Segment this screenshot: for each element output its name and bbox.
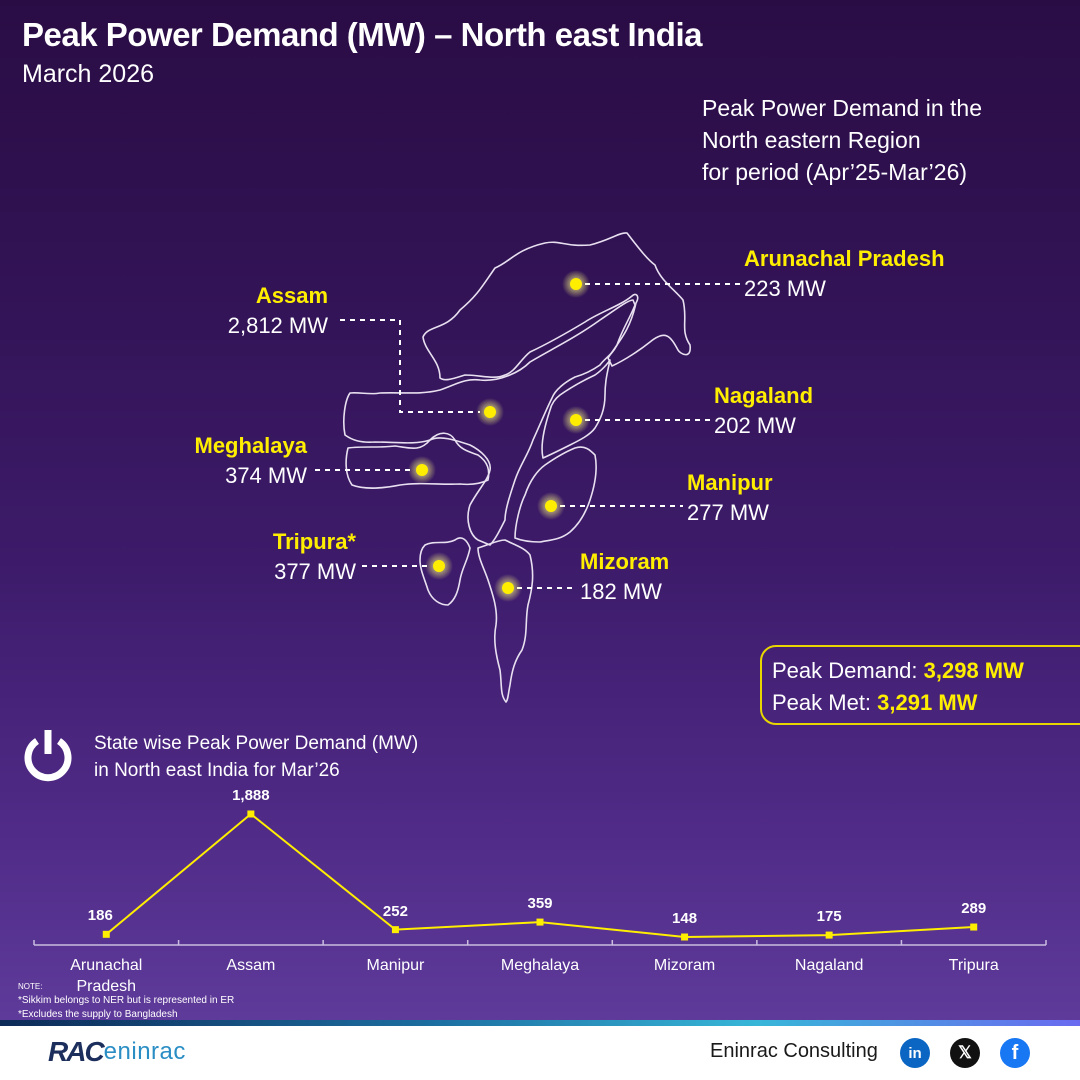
x-axis-label: Nagaland — [794, 957, 864, 974]
state-name: Nagaland — [714, 383, 814, 408]
tripura-outline — [419, 537, 471, 606]
state-value: 223 MW — [744, 276, 826, 301]
peak-demand-row: Peak Demand: 3,298 MW — [772, 655, 1080, 687]
marker-nagaland — [570, 414, 582, 426]
data-point — [247, 810, 255, 818]
notes-header: NOTE: — [18, 982, 43, 991]
note-item: *Sikkim belongs to NER but is represente… — [18, 995, 235, 1006]
state-label-meghalaya: Meghalaya 374 MW — [150, 431, 308, 491]
peak-demand-value: 3,298 MW — [923, 658, 1024, 683]
state-label-nagaland: Nagaland 202 MW — [714, 381, 813, 441]
data-point — [536, 918, 544, 926]
period-note-line: North eastern Region — [702, 127, 921, 153]
data-point — [681, 933, 689, 941]
logo-eninrac-text: eninrac — [103, 1038, 186, 1065]
data-value-label: 1,888 — [232, 787, 270, 804]
state-label-assam: Assam 2,812 MW — [180, 281, 328, 341]
infographic-canvas: Peak Power Demand (MW) – North east Indi… — [0, 0, 1080, 1020]
data-value-label: 252 — [382, 902, 408, 920]
chart-heading: State wise Peak Power Demand (MW) in Nor… — [94, 730, 418, 784]
mizoram-outline — [477, 539, 534, 703]
period-note-line: for period (Apr’25-Mar’26) — [702, 159, 968, 185]
marker-mizoram — [502, 582, 514, 594]
leader-assam — [340, 319, 480, 413]
marker-assam — [484, 406, 496, 418]
chart-heading-line: in North east India for Mar’26 — [94, 760, 340, 781]
assam-outline — [343, 299, 636, 546]
state-label-tripura: Tripura* 377 MW — [220, 527, 356, 587]
period-note-line: Peak Power Demand in the — [702, 95, 982, 121]
footer-stripe — [0, 1020, 1080, 1026]
data-value-label: 175 — [816, 908, 842, 926]
state-name: Mizoram — [580, 549, 670, 574]
state-name: Meghalaya — [194, 433, 308, 458]
state-label-manipur: Manipur 277 MW — [687, 468, 773, 528]
page-subtitle: March 2026 — [22, 60, 155, 88]
x-icon[interactable]: 𝕏 — [950, 1038, 980, 1068]
data-point — [825, 931, 833, 939]
nagaland-outline — [541, 359, 611, 459]
peak-summary-box: Peak Demand: 3,298 MW Peak Met: 3,291 MW — [760, 645, 1080, 725]
data-point — [102, 930, 110, 938]
map-markers — [408, 270, 590, 602]
state-value: 202 MW — [714, 413, 796, 438]
state-name: Assam — [255, 283, 328, 308]
state-name: Manipur — [687, 470, 773, 495]
state-value: 182 MW — [580, 579, 662, 604]
state-name: Tripura* — [272, 529, 356, 554]
data-value-label: 148 — [672, 910, 698, 927]
notes: NOTE: *Sikkim belongs to NER but is repr… — [18, 980, 234, 1020]
marker-manipur — [545, 500, 557, 512]
peak-met-value: 3,291 MW — [877, 690, 978, 715]
x-axis-label: Mizoram — [653, 957, 716, 974]
peak-met-row: Peak Met: 3,291 MW — [772, 687, 1080, 719]
power-icon — [24, 730, 72, 782]
data-value-label: 359 — [527, 895, 553, 913]
state-value: 2,812 MW — [227, 313, 328, 338]
manipur-outline — [514, 446, 597, 543]
data-point — [391, 926, 399, 934]
data-value-label: 186 — [87, 907, 113, 925]
chart-heading-line: State wise Peak Power Demand (MW) — [94, 733, 419, 754]
state-value: 377 MW — [274, 559, 356, 584]
data-value-label: 289 — [961, 900, 987, 918]
x-axis-label: Meghalaya — [500, 957, 580, 974]
x-axis-label: Arunachal Pradesh — [70, 957, 143, 995]
state-name: Arunachal Pradesh — [744, 246, 945, 271]
data-point — [970, 923, 978, 931]
marker-tripura — [433, 560, 445, 572]
page-title: Peak Power Demand (MW) – North east Indi… — [22, 16, 702, 53]
marker-arunachal — [570, 278, 582, 290]
state-value: 374 MW — [225, 463, 307, 488]
peak-met-label: Peak Met: — [772, 690, 878, 715]
linkedin-icon[interactable]: in — [900, 1038, 930, 1068]
eninrac-logo[interactable]: RAC eninrac — [48, 1036, 186, 1068]
note-item: *Excludes the supply to Bangladesh — [18, 1009, 178, 1020]
state-label-mizoram: Mizoram 182 MW — [580, 547, 669, 607]
x-axis-label: Tripura — [948, 957, 999, 974]
logo-rac-text: RAC — [48, 1036, 105, 1067]
line-chart — [33, 810, 1047, 946]
state-value: 277 MW — [687, 500, 769, 525]
marker-meghalaya — [416, 464, 428, 476]
arunachal-outline — [422, 232, 691, 381]
x-axis-label: Manipur — [366, 957, 425, 974]
brand-name: Eninrac Consulting — [710, 1040, 878, 1062]
facebook-icon[interactable]: f — [1000, 1038, 1030, 1068]
peak-demand-label: Peak Demand: — [772, 658, 924, 683]
period-note: Peak Power Demand in the North eastern R… — [702, 92, 1062, 188]
footer: RAC eninrac Eninrac Consulting in 𝕏 f — [0, 1026, 1080, 1080]
x-axis-label: Assam — [226, 957, 276, 974]
state-label-arunachal: Arunachal Pradesh 223 MW — [744, 244, 945, 304]
meghalaya-outline — [345, 432, 490, 489]
northeast-india-map — [340, 232, 691, 703]
